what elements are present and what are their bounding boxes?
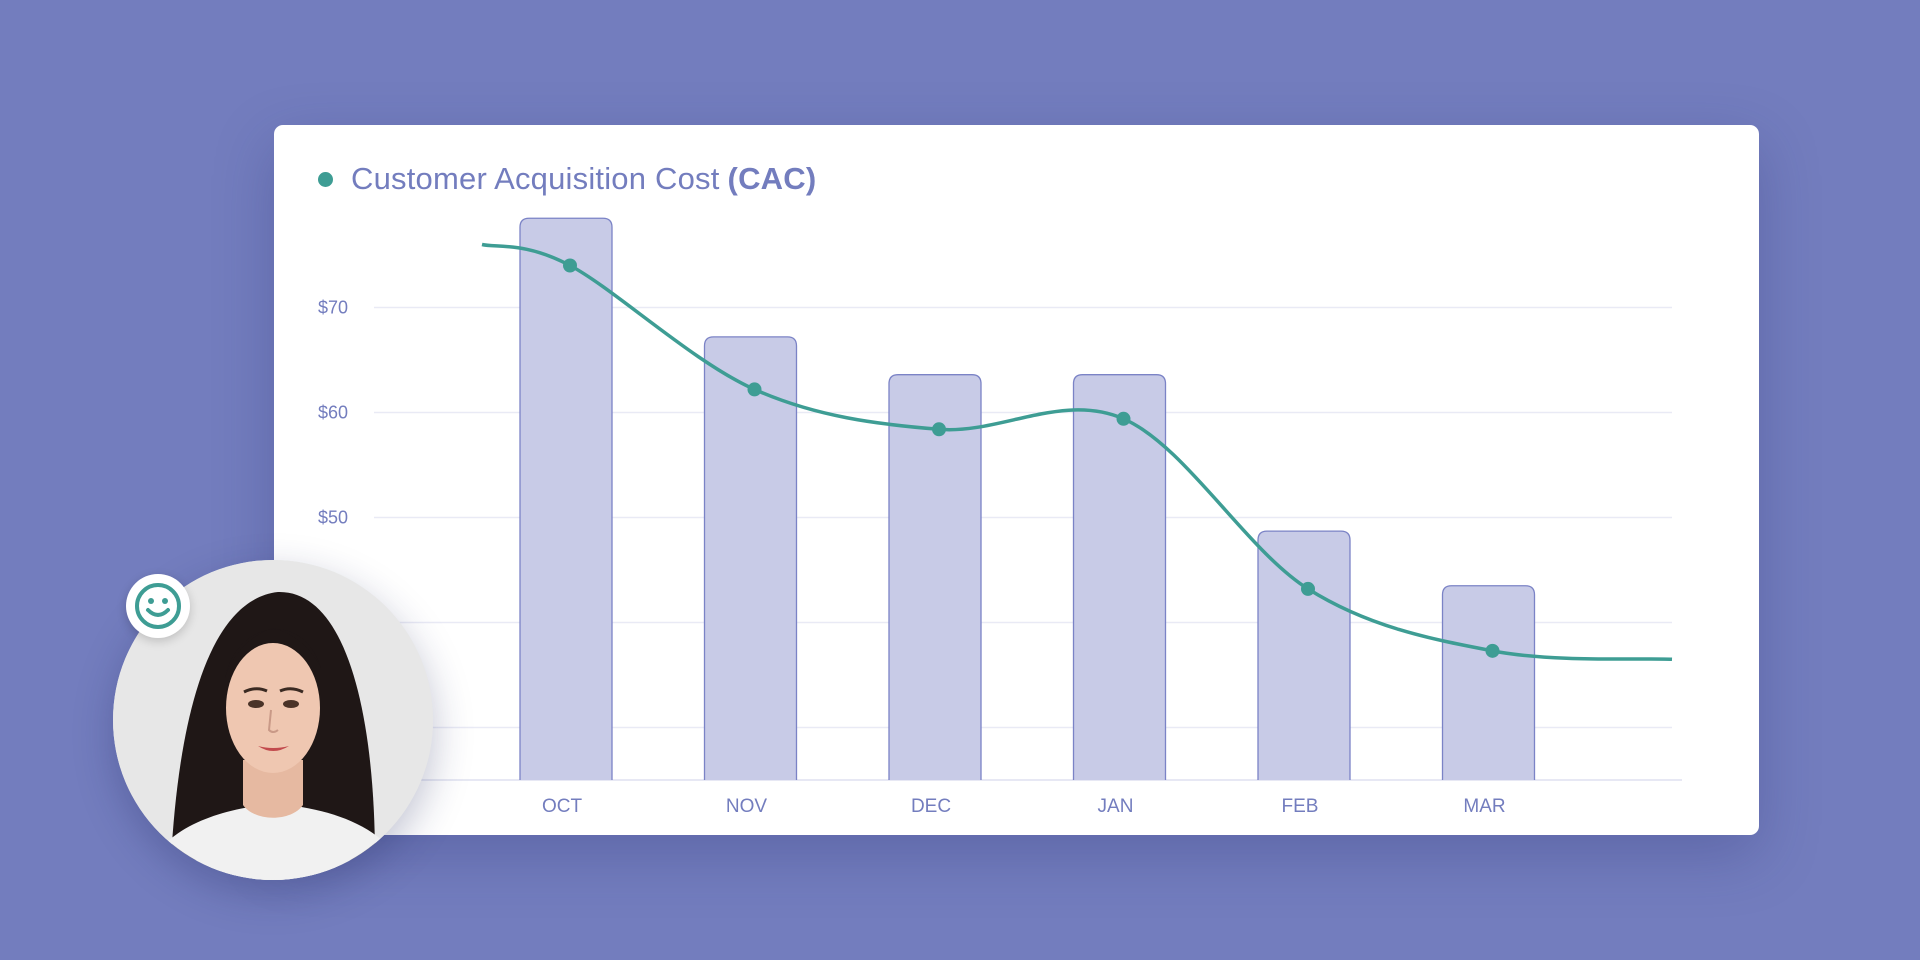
cac-trend-line — [481, 242, 1673, 661]
chart-card: Customer Acquisition Cost (CAC) $70 $60 $50… — [274, 125, 1759, 835]
x-tick-label-mar: MAR — [1463, 796, 1505, 817]
bar-jan — [1072, 374, 1167, 780]
y-tick-label-0: $70 — [318, 298, 348, 318]
smile-icon — [135, 583, 181, 629]
line-point-dec — [932, 422, 946, 437]
chart-header: Customer Acquisition Cost (CAC) — [318, 153, 816, 205]
woman-portrait — [113, 560, 433, 880]
line-point-nov — [747, 382, 762, 397]
y-tick-label-1: $60 — [318, 403, 348, 423]
chart-title-bold: (CAC) — [727, 161, 817, 196]
bar-mar — [1441, 585, 1536, 780]
x-tick-label-nov: NOV — [726, 796, 768, 817]
smile-badge — [126, 574, 190, 638]
line-point-jan — [1116, 411, 1131, 426]
legend-dot — [318, 171, 333, 187]
x-tick-label-dec: DEC — [911, 796, 951, 817]
bar-nov — [703, 336, 798, 780]
bar-feb — [1257, 530, 1351, 780]
chart-title-main: Customer Acquisition Cost — [351, 161, 720, 196]
x-tick-label-jan: JAN — [1098, 796, 1134, 817]
line-point-oct — [563, 258, 577, 273]
x-tick-label-oct: OCT — [542, 796, 583, 817]
bar-dec — [888, 374, 982, 780]
line-point-mar — [1485, 643, 1500, 658]
line-point-feb — [1301, 581, 1315, 596]
cac-chart: $70 $60 $50 OCT NOV DEC JAN FEB MAR — [318, 217, 1682, 817]
y-tick-label-2: $50 — [318, 508, 348, 528]
bar-oct — [519, 217, 613, 780]
chart-title: Customer Acquisition Cost (CAC) — [351, 161, 816, 197]
x-tick-label-feb: FEB — [1282, 796, 1319, 817]
